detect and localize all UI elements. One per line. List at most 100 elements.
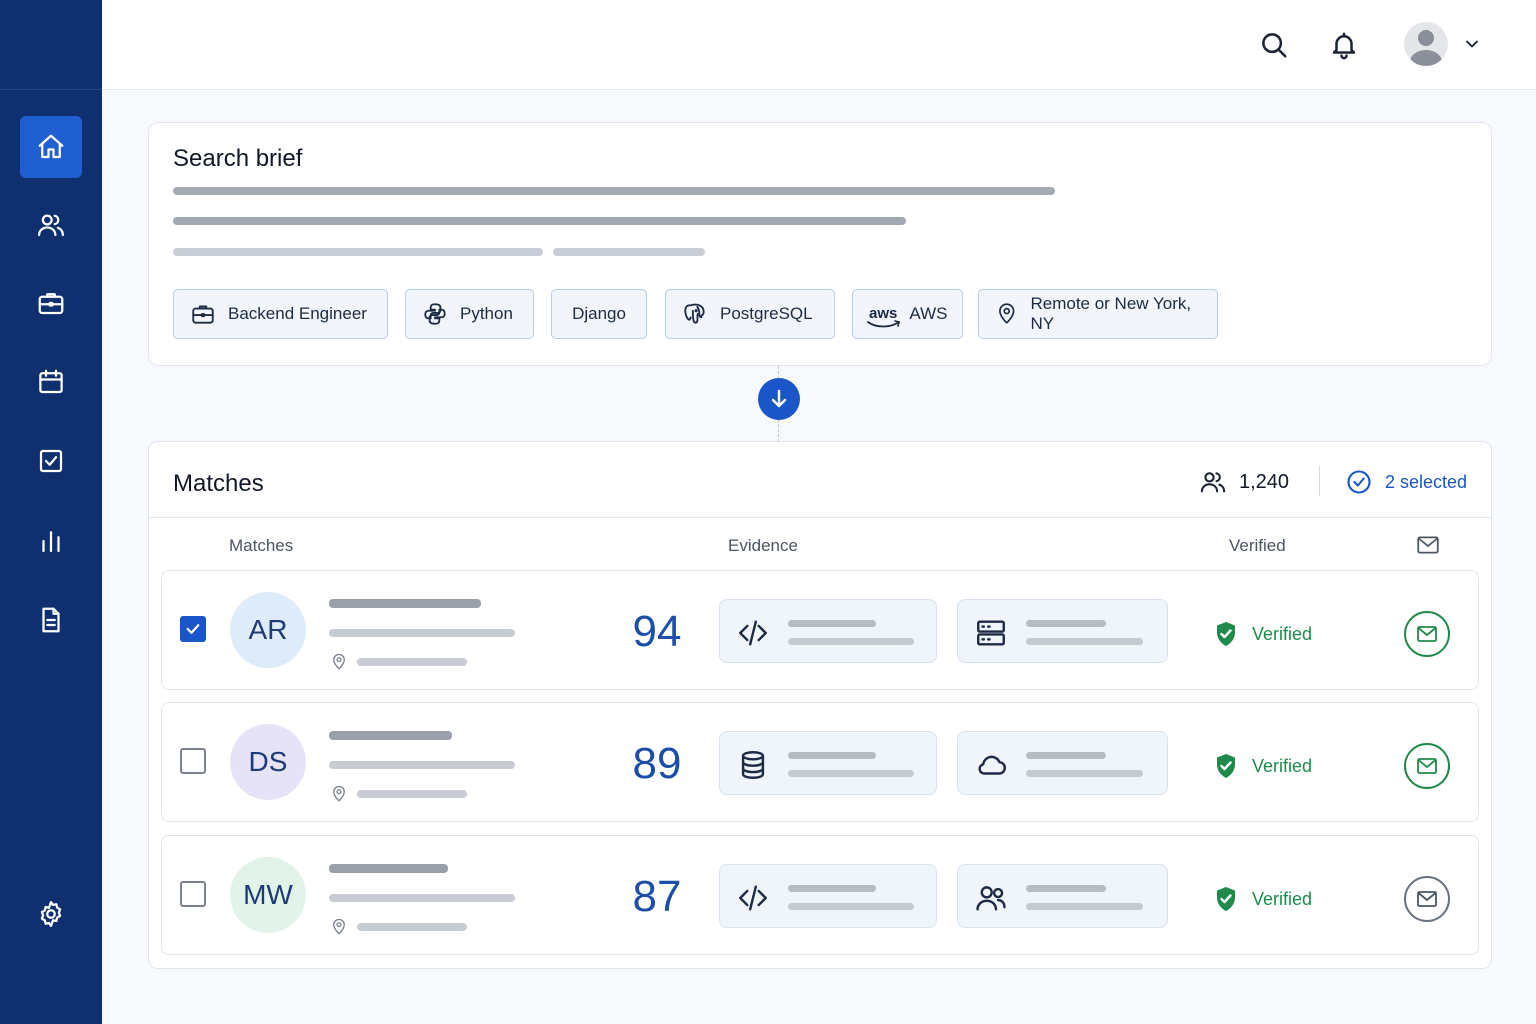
arrow-down-icon — [771, 389, 787, 408]
evidence-item[interactable] — [719, 731, 937, 795]
sidebar-item-documents[interactable] — [20, 589, 82, 651]
verified-status: Verified — [1214, 886, 1312, 912]
brief-text-placeholder-line — [553, 248, 705, 256]
table-row[interactable]: AR 94 Verified — [161, 570, 1479, 690]
table-row[interactable]: DS 89 Verified — [161, 702, 1479, 822]
brief-text-placeholder-line — [173, 248, 543, 256]
search-button[interactable] — [1256, 27, 1292, 63]
search-brief-title: Search brief — [173, 145, 303, 172]
database-icon — [736, 748, 770, 782]
candidate-location-placeholder — [357, 658, 467, 666]
location-pin-icon — [330, 917, 348, 937]
header-divider — [149, 517, 1491, 518]
evidence-text-placeholder — [1026, 620, 1106, 627]
chip-role[interactable]: Backend Engineer — [173, 289, 388, 339]
checkbox-icon — [39, 449, 63, 473]
briefcase-icon — [38, 293, 64, 315]
chip-label: AWS — [909, 304, 948, 323]
evidence-item[interactable] — [719, 599, 937, 663]
matches-title: Matches — [173, 470, 264, 497]
shield-check-icon — [1217, 622, 1235, 646]
selected-count[interactable]: 2 selected — [1345, 464, 1467, 500]
sidebar-item-analytics[interactable] — [20, 510, 82, 572]
checkmark-icon — [186, 624, 200, 634]
user-avatar[interactable] — [1404, 22, 1448, 66]
column-header-verified[interactable]: Verified — [1229, 536, 1286, 555]
row-select-checkbox[interactable] — [180, 748, 206, 774]
avatar-body-shape — [1410, 50, 1442, 66]
verified-label: Verified — [1252, 888, 1313, 909]
chip-label: Backend Engineer — [228, 304, 367, 323]
mail-icon — [1417, 536, 1439, 554]
account-menu-toggle[interactable] — [1462, 34, 1482, 54]
cloud-icon — [974, 748, 1008, 782]
candidate-title-placeholder — [329, 629, 515, 637]
table-row[interactable]: MW 87 Verified — [161, 835, 1479, 955]
chip-python[interactable]: Python — [405, 289, 534, 339]
aws-smile-shape — [867, 320, 900, 328]
users-icon — [1200, 472, 1226, 493]
sidebar-item-home[interactable] — [20, 116, 82, 178]
chip-label: Django — [572, 304, 626, 323]
chip-label: Python — [460, 304, 513, 323]
server-icon — [974, 616, 1008, 650]
python-icon — [424, 303, 446, 325]
sidebar-item-tasks[interactable] — [20, 430, 82, 492]
evidence-item[interactable] — [957, 731, 1168, 795]
evidence-text-placeholder — [788, 903, 914, 910]
notifications-button[interactable] — [1326, 27, 1362, 63]
sidebar-item-jobs[interactable] — [20, 272, 82, 334]
evidence-item[interactable] — [957, 864, 1168, 928]
team-icon — [974, 881, 1008, 915]
home-icon — [38, 134, 64, 159]
evidence-item[interactable] — [957, 599, 1168, 663]
chip-location[interactable]: Remote or New York, NY — [978, 289, 1218, 339]
users-icon — [38, 214, 64, 237]
match-score: 94 — [632, 607, 682, 656]
bar-chart-icon — [42, 531, 60, 553]
sidebar-item-candidates[interactable] — [20, 194, 82, 256]
mail-icon — [1417, 626, 1437, 642]
column-header-evidence[interactable]: Evidence — [728, 536, 798, 555]
brief-text-placeholder-line — [173, 187, 1055, 195]
aws-logo-text: aws — [869, 305, 898, 322]
sidebar-item-calendar[interactable] — [20, 351, 82, 413]
briefcase-icon — [192, 305, 214, 324]
brief-text-placeholder-line — [173, 217, 906, 225]
candidate-name-placeholder — [329, 731, 452, 740]
chip-label: PostgreSQL — [720, 304, 813, 323]
chip-label: Remote or New York, NY — [1030, 294, 1192, 333]
evidence-text-placeholder — [1026, 903, 1143, 910]
column-header-contact[interactable] — [1415, 532, 1441, 558]
shield-check-icon — [1217, 887, 1235, 911]
sidebar-item-settings[interactable] — [20, 883, 82, 945]
row-select-checkbox[interactable] — [180, 616, 206, 642]
evidence-text-placeholder — [788, 752, 876, 759]
contact-button[interactable] — [1404, 876, 1450, 922]
candidate-name-placeholder — [329, 599, 481, 608]
mail-icon — [1417, 758, 1437, 774]
evidence-text-placeholder — [788, 638, 914, 645]
evidence-item[interactable] — [719, 864, 937, 928]
selected-count-label: 2 selected — [1385, 471, 1468, 492]
contact-button[interactable] — [1404, 743, 1450, 789]
run-search-button[interactable] — [758, 378, 800, 420]
verified-status: Verified — [1214, 621, 1312, 647]
search-icon — [1262, 33, 1287, 58]
top-bar — [102, 0, 1536, 90]
matches-card: Matches 1,240 2 selected Matches Evidenc… — [148, 441, 1492, 969]
evidence-text-placeholder — [1026, 752, 1106, 759]
sidebar — [0, 0, 102, 1024]
contact-button[interactable] — [1404, 611, 1450, 657]
candidate-title-placeholder — [329, 894, 515, 902]
column-header-matches[interactable]: Matches — [229, 536, 294, 555]
chip-postgresql[interactable]: PostgreSQL — [665, 289, 835, 339]
candidate-avatar: DS — [230, 724, 306, 800]
aws-icon: aws — [867, 305, 900, 328]
location-pin-icon — [330, 652, 348, 672]
chip-django[interactable]: Django — [551, 289, 647, 339]
chip-aws[interactable]: aws AWS — [852, 289, 963, 339]
evidence-text-placeholder — [1026, 638, 1143, 645]
verified-label: Verified — [1252, 623, 1313, 644]
row-select-checkbox[interactable] — [180, 881, 206, 907]
